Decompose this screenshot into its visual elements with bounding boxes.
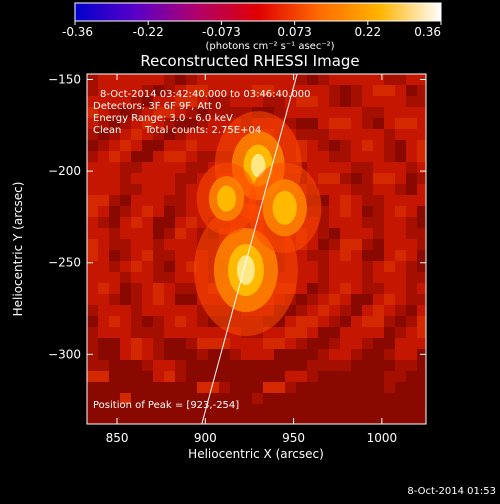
y-tick-label: −150 <box>48 72 81 86</box>
colorbar-gradient <box>74 2 442 22</box>
x-axis: 850 900 950 1000 <box>106 74 398 445</box>
colorbar-tick-label: 0.22 <box>354 25 381 39</box>
colorbar-tick-label: -0.22 <box>133 25 164 39</box>
annotations: 8-Oct-2014 03:42:40.000 to 03:46:40.000 … <box>93 89 311 411</box>
colorbar-ticks: -0.36 -0.22 -0.073 0.073 0.22 0.36 <box>62 21 442 39</box>
y-tick-label: −300 <box>48 347 81 361</box>
plot-frame <box>86 73 427 425</box>
x-tick-label: 1000 <box>367 431 398 445</box>
y-tick-label: −250 <box>48 256 81 270</box>
peak-position-text: Position of Peak = [923,-254] <box>93 400 239 411</box>
detectors-text: Detectors: 3F 6F 9F, Att 0 <box>93 101 221 112</box>
y-tick-label: −200 <box>48 164 81 178</box>
timestamp: 8-Oct-2014 01:53 <box>407 486 496 497</box>
colorbar-tick-label: -0.073 <box>202 25 241 39</box>
total-counts-text: Total counts: 2.75E+04 <box>144 125 261 136</box>
heatmap-image <box>87 74 426 424</box>
colorbar-tick-label: 0.36 <box>414 25 441 39</box>
emission-source <box>248 162 322 254</box>
energy-range-text: Energy Range: 3.0 - 6.0 keV <box>93 113 233 124</box>
solar-limb-line <box>201 74 298 424</box>
colorbar-tick-label: 0.073 <box>277 25 311 39</box>
emission-source <box>196 162 257 235</box>
chart-title: Reconstructed RHESSI Image <box>140 52 359 70</box>
x-tick-label: 950 <box>282 431 305 445</box>
y-axis-title: Heliocentric Y (arcsec) <box>11 182 25 317</box>
x-tick-label: 850 <box>106 431 129 445</box>
x-axis-title: Heliocentric X (arcsec) <box>188 447 324 461</box>
time-range-text: 8-Oct-2014 03:42:40.000 to 03:46:40.000 <box>100 89 311 100</box>
y-axis: −150 −200 −250 −300 <box>48 72 426 361</box>
x-tick-label: 900 <box>194 431 217 445</box>
colorbar: -0.36 -0.22 -0.073 0.073 0.22 0.36 (photons c… <box>62 2 442 52</box>
colorbar-units: (photons cm⁻² s⁻¹ asec⁻²) <box>205 41 334 52</box>
method-text: Clean <box>93 125 121 136</box>
colorbar-tick-label: -0.36 <box>62 25 93 39</box>
